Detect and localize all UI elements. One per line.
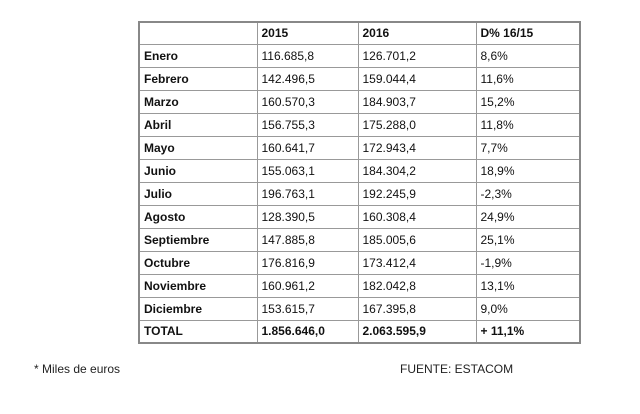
table-row: Agosto 128.390,5 160.308,4 24,9% xyxy=(138,204,581,229)
cell: 176.816,9 xyxy=(256,250,359,275)
row-label: Julio xyxy=(138,181,258,206)
cell: 160.961,2 xyxy=(256,273,359,298)
table-row: Noviembre 160.961,2 182.042,8 13,1% xyxy=(138,273,581,298)
cell: 147.885,8 xyxy=(256,227,359,252)
cell: 184.304,2 xyxy=(357,158,477,183)
cell: 15,2% xyxy=(475,89,581,114)
cell: 184.903,7 xyxy=(357,89,477,114)
row-label: Septiembre xyxy=(138,227,258,252)
row-label: Noviembre xyxy=(138,273,258,298)
table-row: Diciembre 153.615,7 167.395,8 9,0% xyxy=(138,296,581,321)
row-label: Agosto xyxy=(138,204,258,229)
cell: 192.245,9 xyxy=(357,181,477,206)
cell: 175.288,0 xyxy=(357,112,477,137)
row-label: Junio xyxy=(138,158,258,183)
cell: 11,6% xyxy=(475,66,581,91)
table-row: Mayo 160.641,7 172.943,4 7,7% xyxy=(138,135,581,160)
row-label: Marzo xyxy=(138,89,258,114)
cell: 8,6% xyxy=(475,43,581,68)
row-label: Diciembre xyxy=(138,296,258,321)
cell: 24,9% xyxy=(475,204,581,229)
table-row: Enero 116.685,8 126.701,2 8,6% xyxy=(138,43,581,68)
header-cell xyxy=(138,21,258,45)
row-label: Enero xyxy=(138,43,258,68)
cell: -2,3% xyxy=(475,181,581,206)
cell: 13,1% xyxy=(475,273,581,298)
header-cell: 2016 xyxy=(357,21,477,45)
table-row: Septiembre 147.885,8 185.005,6 25,1% xyxy=(138,227,581,252)
cell: 182.042,8 xyxy=(357,273,477,298)
data-table: 2015 2016 D% 16/15 Enero 116.685,8 126.701,2 8… xyxy=(138,21,581,344)
table-row: Marzo 160.570,3 184.903,7 15,2% xyxy=(138,89,581,114)
source: FUENTE: ESTACOM xyxy=(400,362,514,376)
cell: 173.412,4 xyxy=(357,250,477,275)
cell: 126.701,2 xyxy=(357,43,477,68)
table-row: Febrero 142.496,5 159.044,4 11,6% xyxy=(138,66,581,91)
cell: 2.063.595,9 xyxy=(357,319,477,344)
header-cell: 2015 xyxy=(256,21,359,45)
cell: 142.496,5 xyxy=(256,66,359,91)
cell: 159.044,4 xyxy=(357,66,477,91)
table-row: Junio 155.063,1 184.304,2 18,9% xyxy=(138,158,581,183)
cell: 160.308,4 xyxy=(357,204,477,229)
row-label: Abril xyxy=(138,112,258,137)
cell: 116.685,8 xyxy=(256,43,359,68)
table-row: Julio 196.763,1 192.245,9 -2,3% xyxy=(138,181,581,206)
cell: 160.641,7 xyxy=(256,135,359,160)
cell: 185.005,6 xyxy=(357,227,477,252)
cell: + 11,1% xyxy=(475,319,581,344)
footnote: * Miles de euros xyxy=(34,362,121,376)
header-row: 2015 2016 D% 16/15 xyxy=(138,21,581,45)
row-label: TOTAL xyxy=(138,319,258,344)
table-row: Abril 156.755,3 175.288,0 11,8% xyxy=(138,112,581,137)
cell: 7,7% xyxy=(475,135,581,160)
cell: 9,0% xyxy=(475,296,581,321)
cell: 153.615,7 xyxy=(256,296,359,321)
cell: 172.943,4 xyxy=(357,135,477,160)
row-label: Octubre xyxy=(138,250,258,275)
cell: 25,1% xyxy=(475,227,581,252)
cell: 155.063,1 xyxy=(256,158,359,183)
cell: 11,8% xyxy=(475,112,581,137)
cell: 1.856.646,0 xyxy=(256,319,359,344)
table-body: 2015 2016 D% 16/15 Enero 116.685,8 126.701,2 8… xyxy=(138,21,581,344)
cell: 196.763,1 xyxy=(256,181,359,206)
cell: 156.755,3 xyxy=(256,112,359,137)
header-cell: D% 16/15 xyxy=(475,21,581,45)
row-label: Mayo xyxy=(138,135,258,160)
table-row: Octubre 176.816,9 173.412,4 -1,9% xyxy=(138,250,581,275)
cell: 18,9% xyxy=(475,158,581,183)
table-row: TOTAL 1.856.646,0 2.063.595,9 + 11,1% xyxy=(138,319,581,344)
cell: 167.395,8 xyxy=(357,296,477,321)
cell: 160.570,3 xyxy=(256,89,359,114)
row-label: Febrero xyxy=(138,66,258,91)
cell: -1,9% xyxy=(475,250,581,275)
cell: 128.390,5 xyxy=(256,204,359,229)
